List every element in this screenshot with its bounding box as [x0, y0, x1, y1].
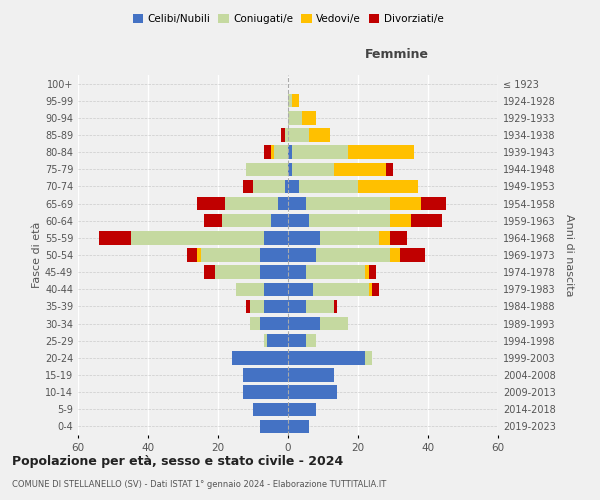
Bar: [288, 300, 305, 313]
Bar: [288, 351, 365, 364]
Bar: [260, 317, 288, 330]
Bar: [320, 231, 379, 244]
Bar: [263, 334, 267, 347]
Bar: [379, 231, 389, 244]
Bar: [288, 111, 302, 124]
Bar: [288, 146, 292, 159]
Bar: [288, 282, 313, 296]
Bar: [389, 231, 407, 244]
Bar: [309, 128, 330, 141]
Bar: [292, 94, 299, 108]
Bar: [250, 317, 260, 330]
Bar: [421, 197, 445, 210]
Bar: [271, 146, 274, 159]
Bar: [235, 282, 263, 296]
Bar: [284, 128, 288, 141]
Bar: [187, 248, 197, 262]
Bar: [389, 248, 400, 262]
Bar: [267, 334, 288, 347]
Bar: [288, 180, 299, 193]
Bar: [284, 180, 288, 193]
Bar: [320, 317, 347, 330]
Bar: [215, 266, 260, 279]
Bar: [288, 94, 292, 108]
Bar: [288, 317, 320, 330]
Bar: [358, 180, 418, 193]
Bar: [197, 248, 200, 262]
Bar: [386, 162, 393, 176]
Text: Femmine: Femmine: [365, 48, 429, 60]
Bar: [242, 180, 253, 193]
Bar: [197, 197, 225, 210]
Bar: [372, 282, 379, 296]
Bar: [400, 248, 425, 262]
Bar: [288, 214, 309, 228]
Bar: [368, 266, 376, 279]
Bar: [410, 214, 442, 228]
Bar: [221, 214, 271, 228]
Bar: [271, 214, 288, 228]
Bar: [277, 197, 288, 210]
Bar: [204, 214, 221, 228]
Bar: [288, 334, 305, 347]
Bar: [130, 231, 263, 244]
Bar: [260, 266, 288, 279]
Y-axis label: Fasce di età: Fasce di età: [32, 222, 42, 288]
Text: COMUNE DI STELLANELLO (SV) - Dati ISTAT 1° gennaio 2024 - Elaborazione TUTTITALI: COMUNE DI STELLANELLO (SV) - Dati ISTAT …: [12, 480, 386, 489]
Bar: [313, 282, 368, 296]
Bar: [288, 402, 316, 416]
Bar: [274, 146, 288, 159]
Bar: [288, 197, 305, 210]
Bar: [389, 197, 421, 210]
Bar: [299, 180, 358, 193]
Bar: [288, 128, 309, 141]
Bar: [334, 300, 337, 313]
Bar: [99, 231, 130, 244]
Bar: [263, 231, 288, 244]
Bar: [316, 248, 389, 262]
Bar: [292, 162, 334, 176]
Bar: [288, 162, 292, 176]
Bar: [292, 146, 347, 159]
Bar: [260, 248, 288, 262]
Bar: [288, 248, 316, 262]
Bar: [288, 386, 337, 399]
Bar: [253, 402, 288, 416]
Bar: [281, 128, 284, 141]
Bar: [232, 351, 288, 364]
Bar: [253, 180, 284, 193]
Bar: [242, 386, 288, 399]
Bar: [242, 368, 288, 382]
Bar: [288, 266, 305, 279]
Bar: [263, 282, 288, 296]
Y-axis label: Anni di nascita: Anni di nascita: [564, 214, 574, 296]
Bar: [305, 300, 334, 313]
Bar: [204, 266, 215, 279]
Bar: [260, 420, 288, 433]
Bar: [250, 300, 263, 313]
Bar: [288, 368, 334, 382]
Bar: [389, 214, 410, 228]
Bar: [246, 300, 250, 313]
Bar: [263, 300, 288, 313]
Text: Popolazione per età, sesso e stato civile - 2024: Popolazione per età, sesso e stato civil…: [12, 455, 343, 468]
Bar: [368, 282, 372, 296]
Bar: [288, 231, 320, 244]
Bar: [365, 266, 368, 279]
Bar: [305, 266, 365, 279]
Bar: [225, 197, 277, 210]
Bar: [309, 214, 389, 228]
Bar: [288, 420, 309, 433]
Bar: [334, 162, 386, 176]
Bar: [347, 146, 414, 159]
Bar: [200, 248, 260, 262]
Bar: [305, 334, 316, 347]
Bar: [263, 146, 271, 159]
Bar: [305, 197, 389, 210]
Bar: [365, 351, 372, 364]
Legend: Celibi/Nubili, Coniugati/e, Vedovi/e, Divorziati/e: Celibi/Nubili, Coniugati/e, Vedovi/e, Di…: [128, 10, 448, 29]
Bar: [246, 162, 288, 176]
Bar: [302, 111, 316, 124]
